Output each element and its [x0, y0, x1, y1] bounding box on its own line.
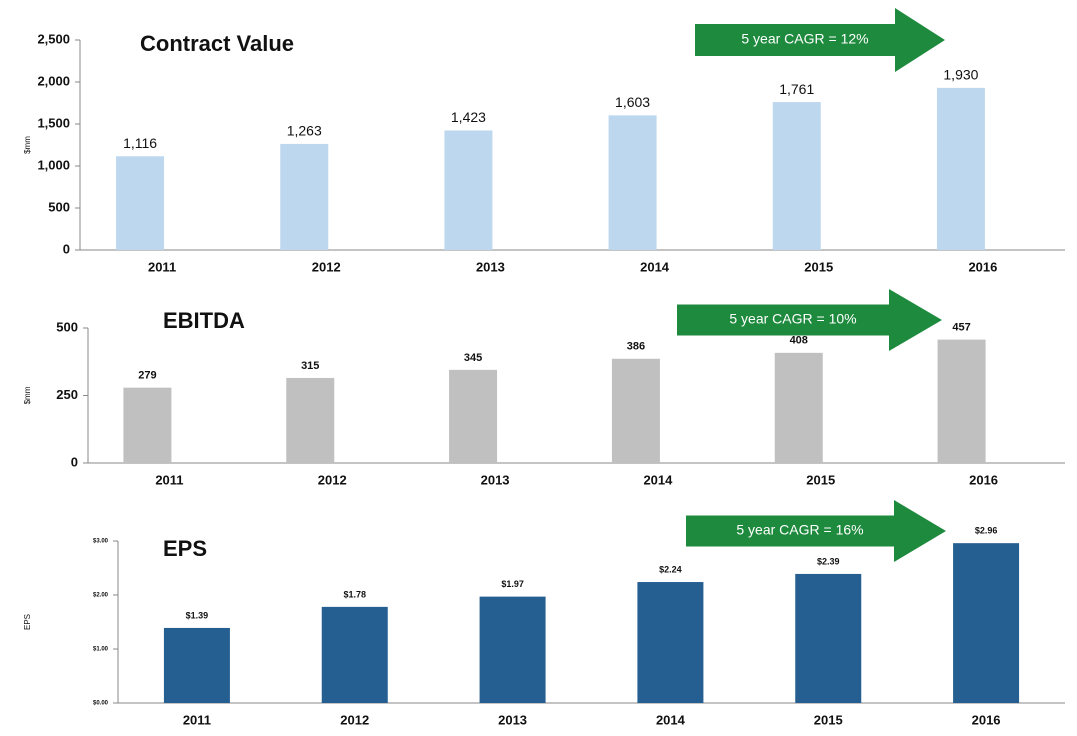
- x-tick-label: 2011: [148, 259, 176, 274]
- y-axis-label: EPS: [23, 614, 32, 630]
- value-label: $2.39: [817, 556, 840, 566]
- value-label: 1,263: [287, 123, 322, 139]
- bar: [772, 102, 821, 251]
- x-tick-label: 2012: [312, 259, 341, 274]
- y-tick-label: 0: [63, 241, 70, 256]
- y-axis-label: $mm: [23, 386, 32, 404]
- value-label: 1,116: [123, 135, 157, 151]
- y-tick-label: 2,500: [37, 31, 70, 46]
- y-tick-label: 250: [56, 387, 78, 402]
- cagr-text: 5 year CAGR = 12%: [741, 31, 868, 47]
- x-tick-label: 2016: [969, 472, 998, 487]
- value-label: 345: [464, 352, 482, 364]
- y-tick-label: $0.00: [93, 701, 109, 707]
- value-label: 1,603: [615, 94, 650, 110]
- y-axis-label: $mm: [23, 136, 32, 154]
- y-tick-label: 500: [56, 319, 78, 334]
- chart-title: Contract Value: [140, 31, 294, 56]
- bar: [163, 627, 230, 703]
- bar: [637, 582, 704, 703]
- x-tick-label: 2015: [814, 712, 843, 727]
- bar: [321, 606, 388, 703]
- value-label: 279: [138, 370, 156, 382]
- x-tick-label: 2013: [481, 472, 510, 487]
- cagr-arrow: [695, 8, 945, 72]
- x-tick-label: 2013: [476, 259, 505, 274]
- value-label: $1.39: [186, 610, 209, 620]
- bar: [479, 596, 546, 703]
- y-tick-label: 500: [48, 199, 70, 214]
- x-tick-label: 2015: [804, 259, 833, 274]
- value-label: 1,930: [943, 67, 978, 83]
- bar: [280, 143, 329, 250]
- bar: [936, 87, 985, 250]
- cagr-text: 5 year CAGR = 16%: [736, 522, 863, 538]
- y-tick-label: $1.00: [93, 647, 109, 653]
- bar: [774, 352, 823, 463]
- x-tick-label: 2016: [968, 259, 997, 274]
- x-tick-label: 2015: [806, 472, 835, 487]
- x-tick-label: 2012: [340, 712, 369, 727]
- cagr-arrow: [686, 500, 946, 562]
- bar: [937, 339, 986, 463]
- value-label: 1,423: [451, 109, 486, 125]
- x-tick-label: 2011: [155, 472, 183, 487]
- chart-title: EPS: [163, 536, 207, 561]
- bar: [444, 130, 493, 250]
- y-tick-label: $3.00: [93, 539, 109, 545]
- y-tick-label: 1,500: [37, 115, 70, 130]
- y-tick-label: 2,000: [37, 73, 70, 88]
- bar: [286, 377, 335, 463]
- bar: [795, 573, 862, 703]
- bar: [608, 115, 657, 251]
- x-tick-label: 2014: [656, 712, 686, 727]
- y-tick-label: 0: [71, 454, 78, 469]
- bar: [611, 358, 660, 463]
- cagr-arrow: [677, 289, 942, 351]
- bar: [953, 543, 1020, 703]
- x-tick-label: 2014: [643, 472, 673, 487]
- x-tick-label: 2013: [498, 712, 527, 727]
- bar: [123, 387, 172, 463]
- bar: [116, 156, 165, 250]
- y-tick-label: $2.00: [93, 593, 109, 599]
- value-label: $1.97: [501, 579, 524, 589]
- bar: [449, 369, 498, 463]
- value-label: 386: [627, 341, 645, 353]
- cagr-text: 5 year CAGR = 10%: [729, 311, 856, 327]
- value-label: 408: [790, 335, 808, 347]
- x-tick-label: 2016: [972, 712, 1001, 727]
- chart-title: EBITDA: [163, 308, 245, 333]
- y-tick-label: 1,000: [37, 157, 70, 172]
- x-tick-label: 2012: [318, 472, 347, 487]
- value-label: $2.24: [659, 564, 682, 574]
- value-label: $1.78: [343, 589, 366, 599]
- x-tick-label: 2014: [640, 259, 670, 274]
- value-label: 315: [301, 360, 319, 372]
- value-label: 457: [952, 322, 970, 334]
- x-tick-label: 2011: [183, 712, 211, 727]
- value-label: $2.96: [975, 526, 998, 536]
- value-label: 1,761: [779, 81, 814, 97]
